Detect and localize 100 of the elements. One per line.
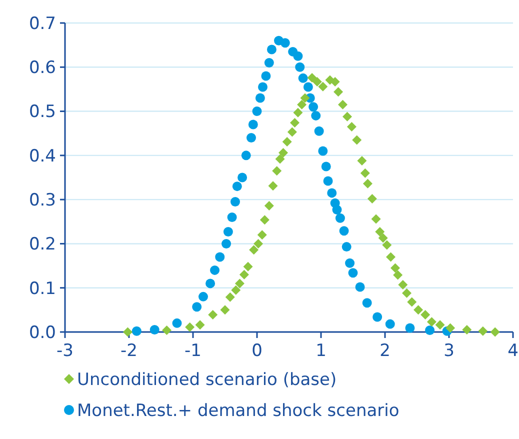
point	[327, 188, 337, 198]
legend-label: Monet.Rest.+ demand shock scenario	[77, 400, 400, 421]
point	[234, 278, 244, 288]
point	[239, 270, 249, 280]
point	[446, 323, 456, 333]
point	[260, 215, 270, 225]
point	[390, 263, 400, 273]
point	[225, 292, 235, 302]
x-tick-label: -3	[56, 341, 74, 361]
point	[297, 100, 307, 110]
point	[339, 226, 349, 236]
y-tick-label: 0.3	[28, 190, 56, 211]
point	[241, 150, 251, 160]
point	[357, 156, 367, 166]
point	[307, 72, 317, 82]
point	[332, 204, 342, 214]
point	[220, 305, 230, 315]
point	[198, 292, 208, 302]
point	[255, 93, 265, 103]
point	[330, 76, 340, 86]
point	[280, 38, 290, 48]
point	[407, 297, 417, 307]
point	[210, 265, 220, 275]
point	[478, 326, 488, 336]
point	[264, 201, 274, 210]
point	[405, 323, 415, 333]
point	[227, 212, 237, 222]
point	[348, 268, 358, 278]
y-tick-label: 0.4	[28, 146, 56, 166]
y-tick-label: 0.2	[28, 234, 56, 255]
point	[195, 320, 205, 330]
point	[323, 176, 333, 186]
point	[311, 110, 321, 120]
point	[150, 325, 160, 335]
point	[321, 162, 331, 172]
point	[261, 71, 271, 81]
point	[266, 44, 276, 54]
point	[246, 133, 256, 143]
point	[314, 126, 324, 136]
point	[398, 280, 408, 290]
point	[272, 166, 282, 176]
point	[223, 227, 233, 237]
point	[162, 325, 172, 335]
point	[385, 319, 395, 329]
x-tick-label: 0	[252, 341, 262, 361]
y-tick-label: 0.7	[28, 14, 56, 34]
point	[293, 108, 303, 118]
point	[232, 182, 242, 192]
point	[282, 136, 292, 146]
legend-label: Unconditioned scenario (base)	[77, 370, 337, 390]
point	[185, 322, 195, 332]
point	[355, 282, 365, 292]
point	[275, 154, 285, 164]
point	[360, 168, 370, 178]
point	[386, 252, 396, 262]
point	[393, 270, 403, 280]
point	[295, 62, 305, 72]
point	[238, 172, 248, 182]
point	[425, 325, 435, 335]
point	[132, 326, 142, 336]
point	[172, 318, 182, 328]
point	[420, 310, 430, 320]
point	[248, 120, 258, 130]
point	[372, 312, 382, 322]
point	[318, 82, 328, 92]
point	[338, 100, 348, 110]
point	[293, 51, 303, 61]
x-tick-label: 2	[380, 341, 390, 361]
point	[312, 76, 322, 86]
point	[300, 93, 310, 103]
point	[192, 302, 202, 312]
point	[258, 82, 268, 92]
point	[342, 242, 352, 252]
x-tick-label: 1	[316, 341, 326, 361]
point	[278, 148, 288, 158]
point	[122, 327, 132, 337]
y-tick-label: 0.1	[28, 278, 56, 299]
point	[414, 305, 424, 315]
point	[435, 320, 445, 330]
point	[334, 87, 344, 97]
point	[402, 288, 412, 298]
point	[345, 258, 355, 268]
point	[371, 214, 381, 224]
point	[346, 122, 356, 132]
point	[252, 106, 262, 116]
point	[303, 82, 313, 92]
point	[378, 233, 388, 243]
point	[287, 127, 297, 137]
point	[231, 285, 241, 295]
point	[352, 135, 362, 145]
point	[254, 238, 264, 248]
y-tick-label: 0.6	[28, 58, 56, 78]
point	[462, 325, 472, 335]
point	[268, 181, 278, 191]
point	[362, 178, 372, 188]
point	[298, 73, 308, 83]
y-tick-label: 0.5	[28, 102, 56, 122]
point	[382, 240, 392, 250]
point	[335, 213, 345, 223]
x-tick-label: -2	[120, 341, 138, 361]
